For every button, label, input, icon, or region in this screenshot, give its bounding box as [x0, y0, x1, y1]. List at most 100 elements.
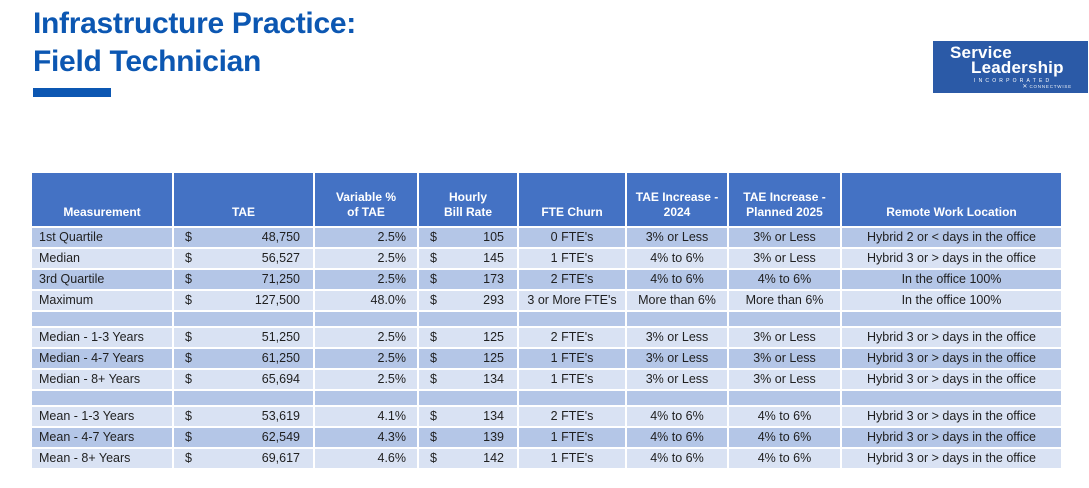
cell-fte_churn: 1 FTE's [519, 370, 625, 389]
tae-value: 62,549 [261, 430, 300, 444]
cell-tae_increase_2024: 3% or Less [627, 349, 727, 368]
cell-tae: $127,500 [174, 291, 313, 310]
cell-hourly_bill_rate: $173 [419, 270, 517, 289]
benchmark-table: Measurement TAE Variable % of TAE Hourly Bill… [30, 171, 1063, 470]
hourly_bill_rate-value: 145 [483, 251, 504, 265]
cell-tae: $69,617 [174, 449, 313, 468]
service-leadership-logo: Service Leadership INCORPORATED ✕ CONNEC… [933, 41, 1088, 93]
cell-tae_increase_2024: 3% or Less [627, 328, 727, 347]
cell-remote: Hybrid 2 or < days in the office [842, 228, 1061, 247]
tae-value: 71,250 [261, 272, 300, 286]
cell-tae: $56,527 [174, 249, 313, 268]
title-underline [33, 88, 111, 97]
hourly_bill_rate-value: 134 [483, 372, 504, 386]
currency-symbol: $ [185, 230, 192, 244]
currency-symbol: $ [185, 351, 192, 365]
cell-tae: $71,250 [174, 270, 313, 289]
table-row: 1st Quartile $48,750 2.5% $105 0 FTE's 3% or … [32, 228, 1061, 247]
currency-symbol: $ [430, 451, 437, 465]
cell-tae_increase_2024 [627, 312, 727, 326]
logo-text-service: Service [950, 43, 1012, 62]
currency-symbol: $ [430, 293, 437, 307]
currency-symbol: $ [185, 409, 192, 423]
cell-hourly_bill_rate: $139 [419, 428, 517, 447]
currency-symbol: $ [185, 372, 192, 386]
cell-variable_pct: 2.5% [315, 249, 417, 268]
cell-variable_pct: 4.1% [315, 407, 417, 426]
hourly_bill_rate-value: 142 [483, 451, 504, 465]
cell-tae_increase_2024 [627, 391, 727, 405]
hourly_bill_rate-value: 134 [483, 409, 504, 423]
cell-fte_churn: 1 FTE's [519, 249, 625, 268]
cell-hourly_bill_rate: $134 [419, 370, 517, 389]
currency-symbol: $ [430, 351, 437, 365]
cell-tae: $62,549 [174, 428, 313, 447]
cell-tae_increase_2025: 4% to 6% [729, 270, 840, 289]
currency-symbol: $ [185, 430, 192, 444]
cell-measurement [32, 391, 172, 405]
cell-tae_increase_2024: 4% to 6% [627, 249, 727, 268]
currency-symbol: $ [430, 372, 437, 386]
tae-value: 51,250 [261, 330, 300, 344]
cell-tae_increase_2024: 3% or Less [627, 370, 727, 389]
cell-hourly_bill_rate: $142 [419, 449, 517, 468]
currency-symbol: $ [430, 330, 437, 344]
table-row: Median - 4-7 Years $61,250 2.5% $125 1 FTE's… [32, 349, 1061, 368]
table-row: Maximum $127,500 48.0% $293 3 or More FTE's M… [32, 291, 1061, 310]
table-spacer-row [32, 312, 1061, 326]
cell-tae [174, 391, 313, 405]
cell-fte_churn: 2 FTE's [519, 407, 625, 426]
currency-symbol: $ [185, 451, 192, 465]
tae-value: 56,527 [261, 251, 300, 265]
cell-measurement: Maximum [32, 291, 172, 310]
cell-variable_pct: 2.5% [315, 370, 417, 389]
col-header-hourly_bill_rate: Hourly Bill Rate [419, 173, 517, 226]
cell-remote: Hybrid 3 or > days in the office [842, 249, 1061, 268]
cell-remote: Hybrid 3 or > days in the office [842, 428, 1061, 447]
tae-value: 61,250 [261, 351, 300, 365]
cell-fte_churn: 1 FTE's [519, 349, 625, 368]
cell-tae_increase_2025: 3% or Less [729, 228, 840, 247]
cell-fte_churn: 2 FTE's [519, 270, 625, 289]
cell-variable_pct: 4.3% [315, 428, 417, 447]
cell-tae: $61,250 [174, 349, 313, 368]
table-row: Median - 8+ Years $65,694 2.5% $134 1 FTE's 3… [32, 370, 1061, 389]
cell-tae_increase_2024: 4% to 6% [627, 407, 727, 426]
connectwise-mark-icon: ✕ [1022, 84, 1028, 90]
col-header-variable_pct: Variable % of TAE [315, 173, 417, 226]
cell-tae_increase_2025: 4% to 6% [729, 428, 840, 447]
cell-remote: Hybrid 3 or > days in the office [842, 328, 1061, 347]
cell-remote: In the office 100% [842, 291, 1061, 310]
connectwise-brand-text: CONNECTWISE [1029, 84, 1072, 89]
col-header-tae: TAE [174, 173, 313, 226]
cell-variable_pct: 2.5% [315, 228, 417, 247]
cell-tae: $51,250 [174, 328, 313, 347]
cell-tae_increase_2024: 4% to 6% [627, 449, 727, 468]
cell-remote: Hybrid 3 or > days in the office [842, 449, 1061, 468]
table-row: Mean - 1-3 Years $53,619 4.1% $134 2 FTE's 4%… [32, 407, 1061, 426]
cell-hourly_bill_rate: $105 [419, 228, 517, 247]
table-row: Mean - 8+ Years $69,617 4.6% $142 1 FTE's 4% … [32, 449, 1061, 468]
cell-tae_increase_2024: More than 6% [627, 291, 727, 310]
cell-fte_churn: 3 or More FTE's [519, 291, 625, 310]
cell-tae_increase_2025 [729, 391, 840, 405]
page-title-line2: Field Technician [33, 45, 262, 78]
hourly_bill_rate-value: 173 [483, 272, 504, 286]
cell-tae_increase_2025 [729, 312, 840, 326]
cell-hourly_bill_rate: $125 [419, 349, 517, 368]
cell-variable_pct: 4.6% [315, 449, 417, 468]
cell-measurement: 3rd Quartile [32, 270, 172, 289]
cell-variable_pct: 2.5% [315, 270, 417, 289]
hourly_bill_rate-value: 293 [483, 293, 504, 307]
cell-remote: Hybrid 3 or > days in the office [842, 349, 1061, 368]
cell-variable_pct: 48.0% [315, 291, 417, 310]
tae-value: 48,750 [261, 230, 300, 244]
tae-value: 65,694 [261, 372, 300, 386]
cell-measurement: Median [32, 249, 172, 268]
cell-variable_pct [315, 312, 417, 326]
currency-symbol: $ [430, 430, 437, 444]
page-title-line1: Infrastructure Practice: [33, 7, 356, 40]
cell-measurement: Median - 1-3 Years [32, 328, 172, 347]
table-spacer-row [32, 391, 1061, 405]
